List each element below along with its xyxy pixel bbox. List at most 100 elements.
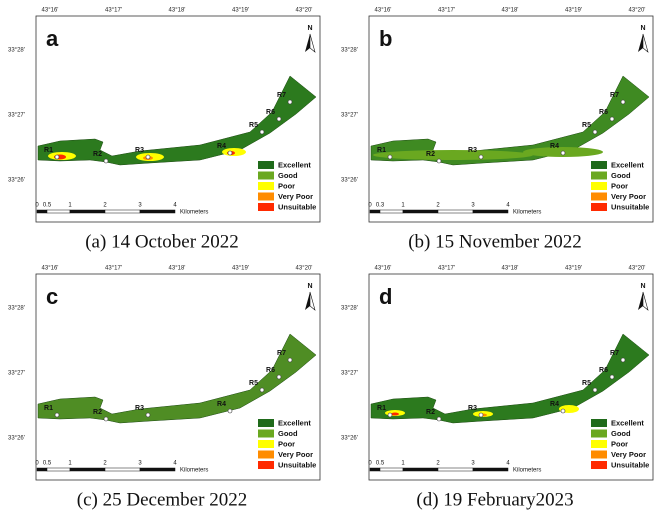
site-label: R6 [599, 367, 608, 374]
longitude-label: 43°17' [105, 266, 122, 272]
panel-letter: c [46, 284, 58, 309]
scale-segment [46, 209, 71, 214]
latitude-label: 33°26' [341, 436, 358, 442]
panel-letter: a [46, 26, 59, 51]
site-marker [609, 374, 615, 380]
site-marker [227, 150, 233, 156]
longitude-label: 43°16' [42, 266, 59, 272]
north-arrow [638, 292, 643, 310]
north-label: N [307, 25, 312, 32]
longitude-label: 43°16' [375, 266, 392, 272]
site-marker [620, 99, 626, 105]
site-marker [103, 158, 109, 164]
map-panel: b 43°16' 43°17' 43°18' 43°19' 43°20' 33°28' 33°… [341, 8, 654, 252]
map-panel: a 43°16' 43°17' 43°18' 43°19' 43°20' 33°28' 33°… [8, 8, 321, 252]
longitude-label: 43°19' [565, 266, 582, 272]
legend-label: Excellent [611, 160, 644, 169]
latitude-label: 33°27' [8, 371, 25, 377]
latitude-label: 33°26' [8, 436, 25, 442]
legend-swatch [258, 182, 274, 190]
legend-swatch [591, 203, 607, 211]
scale-label: 4 [173, 461, 177, 467]
scale-label: 0 [35, 203, 39, 209]
site-label: R6 [266, 367, 275, 374]
site-marker [592, 387, 598, 393]
panel-caption: (d) 19 February2023 [416, 489, 573, 510]
latitude-label: 33°27' [341, 113, 358, 119]
panel-letter: b [379, 26, 392, 51]
scale-label: 3 [138, 461, 142, 467]
scale-label: 1 [68, 203, 72, 209]
site-marker [387, 154, 393, 160]
site-label: R5 [582, 122, 591, 129]
site-marker [478, 412, 484, 418]
legend-label: Excellent [278, 418, 311, 427]
longitude-label: 43°17' [438, 266, 455, 272]
longitude-label: 43°18' [502, 266, 519, 272]
site-label: R4 [217, 401, 226, 408]
scale-unit: Kilometers [513, 210, 541, 216]
legend-label: Good [278, 429, 298, 438]
north-label: N [307, 283, 312, 290]
legend-swatch [591, 192, 607, 201]
scale-segment [139, 467, 176, 472]
legend-swatch [591, 182, 607, 190]
site-label: R4 [550, 401, 559, 408]
site-label: R1 [44, 147, 53, 154]
site-marker [145, 154, 151, 160]
scale-segment [369, 209, 381, 214]
scale-label: 0.5 [376, 461, 385, 467]
site-label: R7 [610, 92, 619, 99]
scale-segment [402, 209, 439, 214]
scale-label: 3 [471, 203, 475, 209]
legend-swatch [258, 450, 274, 459]
longitude-label: 43°18' [502, 8, 519, 14]
latitude-label: 33°27' [341, 371, 358, 377]
north-arrow [642, 291, 649, 311]
site-marker [54, 412, 60, 418]
site-label: R6 [599, 109, 608, 116]
legend-label: Poor [278, 181, 295, 190]
site-label: R4 [217, 143, 226, 150]
site-marker [560, 408, 566, 414]
scale-label: 2 [103, 203, 107, 209]
legend-label: Unsuitable [278, 460, 316, 469]
scale-label: 3 [138, 203, 142, 209]
scale-unit: Kilometers [180, 468, 208, 474]
site-marker [436, 416, 442, 422]
scale-label: 0.3 [376, 203, 385, 209]
site-label: R7 [610, 350, 619, 357]
map-panel: c 43°16' 43°17' 43°18' 43°19' 43°20' 33°28' 33°… [8, 266, 321, 510]
panel-caption: (b) 15 November 2022 [408, 231, 582, 252]
legend-label: Unsuitable [611, 460, 649, 469]
hotspot [391, 412, 399, 416]
longitude-label: 43°16' [42, 8, 59, 14]
legend-swatch [591, 440, 607, 448]
site-marker [560, 150, 566, 156]
longitude-label: 43°17' [438, 8, 455, 14]
latitude-label: 33°27' [8, 113, 25, 119]
scale-segment [104, 467, 141, 472]
legend-swatch [258, 192, 274, 201]
legend-label: Poor [611, 439, 628, 448]
latitude-label: 33°26' [341, 178, 358, 184]
legend-swatch [591, 171, 607, 180]
legend-swatch [591, 161, 607, 169]
scale-segment [69, 209, 106, 214]
scale-segment [104, 209, 141, 214]
scale-label: 0 [368, 203, 372, 209]
longitude-label: 43°18' [169, 8, 186, 14]
site-label: R5 [249, 122, 258, 129]
site-marker [592, 129, 598, 135]
site-marker [387, 412, 393, 418]
legend-swatch [591, 419, 607, 427]
scale-unit: Kilometers [180, 210, 208, 216]
site-marker [54, 154, 60, 160]
hotspot [373, 150, 533, 160]
legend-swatch [258, 461, 274, 469]
panel-letter: d [379, 284, 392, 309]
site-label: R2 [426, 151, 435, 158]
scale-segment [402, 467, 439, 472]
latitude-label: 33°28' [341, 306, 358, 312]
